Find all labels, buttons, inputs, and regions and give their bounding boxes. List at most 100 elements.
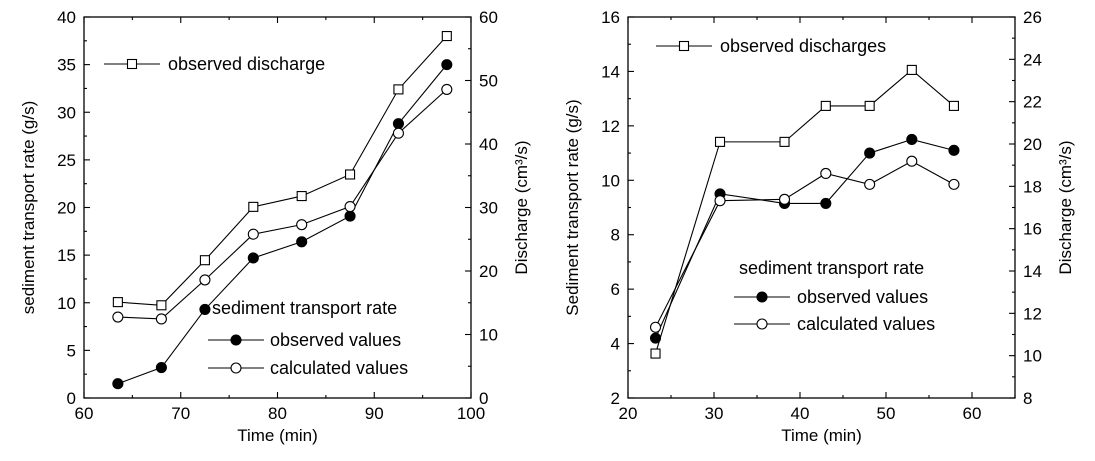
series-line [117,64,448,385]
observed-point [948,144,960,156]
legend-calculated-label: calculated values [270,358,408,378]
x-tick-label: 60 [963,404,982,423]
observed-point [112,378,124,390]
y-tick-label: 12 [601,117,620,136]
y2-tick-label: 20 [1023,135,1042,154]
y2-tick-label: 10 [479,326,498,345]
legend-calculated-marker [230,362,242,374]
y2-tick-label: 0 [479,389,488,408]
observed-point [820,197,832,209]
y2-tick-label: 8 [1023,389,1032,408]
x-tick-label: 100 [457,404,485,423]
calculated-point [441,83,453,95]
discharge-point [714,136,726,147]
y-tick-label: 14 [601,62,620,81]
chart-right: 20 30 40 50 60246810121416810121416182022242… [563,8,1075,445]
y2-tick-label: 14 [1023,262,1042,281]
y-tick-label: 10 [601,171,620,190]
y-tick-label: 16 [601,8,620,27]
y-tick-label: 20 [57,199,76,218]
legend-group-title: sediment transport rate [212,298,397,318]
y-tick-label: 2 [611,389,620,408]
calculated-point [714,195,726,207]
x-tick-label: 60 [75,404,94,423]
discharge-point [441,30,452,42]
y2-tick-label: 10 [1023,347,1042,366]
calculated-point [296,219,308,231]
calculated-point [820,167,832,180]
y-axis-label: sediment transport rate (g/s) [19,101,38,315]
legend-calculated-marker [756,318,768,330]
observed-point [906,133,918,146]
x-tick-label: 80 [268,404,287,423]
observed-point [344,210,356,222]
calculated-point [247,228,259,240]
y-tick-label: 30 [57,103,76,122]
discharge-point [156,300,167,311]
observed-point [199,303,211,315]
axis-ticks: 20 30 40 50 60246810121416810121416182022242… [601,8,1042,423]
y-axis-label: Sediment transport rate (g/s) [563,99,582,315]
calculated-point [778,193,791,205]
y2-tick-label: 22 [1023,93,1042,112]
x-axis-label: Time (min) [237,426,318,445]
legend-observed-label: observed values [797,287,928,307]
discharge-point [248,201,259,212]
y-tick-label: 8 [611,226,620,245]
y2-tick-label: 16 [1023,220,1042,239]
plot-frame [627,16,1016,399]
calculated-point [906,155,918,167]
x-tick-label: 20 [619,404,638,423]
discharge-point [779,136,790,147]
y-tick-label: 35 [57,56,76,75]
discharge-point [820,100,831,111]
observed-point [649,332,662,344]
calculated-point [199,274,211,286]
legend: observed discharge sediment transport ra… [104,54,408,378]
y-tick-label: 4 [611,335,620,354]
legend-group-title: sediment transport rate [739,258,924,278]
x-tick-label: 90 [365,404,384,423]
calculated-point [649,321,662,333]
y2-tick-label: 18 [1023,177,1042,196]
series-line [117,35,448,306]
discharge-point [393,84,404,95]
observed-point [441,59,453,71]
calculated-point [344,200,356,213]
series-line [654,69,955,354]
observed-point [392,118,404,130]
legend-discharge-marker [678,40,690,52]
discharge-point [948,100,959,111]
data-series [112,30,453,390]
y2-axis-label: Discharge (cm³/s) [1056,140,1075,274]
data-series [649,64,960,359]
y2-tick-label: 26 [1023,8,1042,27]
discharge-point [345,169,356,180]
calculated-point [948,178,960,190]
legend-observed-marker [756,291,768,303]
observed-point [155,361,167,374]
calculated-point [392,127,404,139]
discharge-point [199,255,210,266]
y-tick-label: 0 [67,389,76,408]
y-tick-label: 5 [67,341,76,360]
observed-point [864,147,876,159]
calculated-point [112,311,124,323]
y-tick-label: 10 [57,294,76,313]
y-tick-label: 6 [611,280,620,299]
y2-tick-label: 40 [479,135,498,154]
y2-axis-label: Discharge (cm³/s) [512,140,531,274]
y-tick-label: 40 [57,8,76,27]
discharge-point [112,297,123,308]
x-tick-label: 50 [877,404,896,423]
x-tick-label: 40 [791,404,810,423]
observed-point [247,252,259,264]
legend-discharge-label: observed discharge [168,54,325,74]
y2-tick-label: 12 [1023,304,1042,323]
x-axis-label: Time (min) [781,426,862,445]
chart-left: 60 70 80 90 10005101520253035400102030405060… [19,8,531,445]
y2-tick-label: 50 [479,72,498,91]
y-tick-label: 25 [57,151,76,170]
